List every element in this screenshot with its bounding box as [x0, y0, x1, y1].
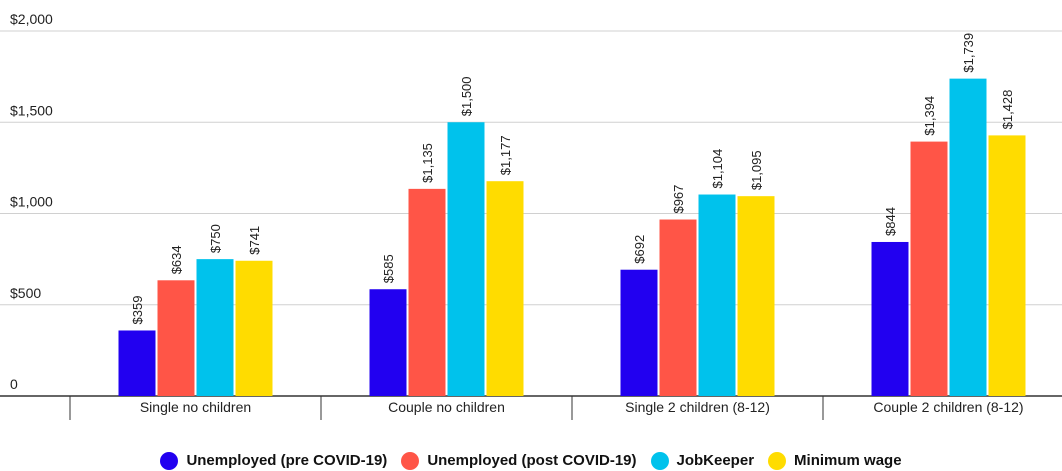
data-label: $741 — [247, 226, 262, 255]
bar — [369, 289, 407, 396]
legend-swatch-minimum-wage — [768, 451, 787, 470]
bar — [949, 78, 987, 396]
legend-label-unemployed-post: Unemployed (post COVID-19) — [427, 452, 637, 469]
data-label: $967 — [671, 185, 686, 214]
legend-item-jobkeeper: JobKeeper — [650, 451, 755, 470]
data-label: $844 — [883, 207, 898, 236]
x-category-label: Couple 2 children (8-12) — [873, 399, 1023, 415]
legend-swatch-unemployed-post — [401, 451, 420, 470]
bar — [698, 194, 736, 396]
y-tick-label: $1,000 — [10, 194, 53, 210]
data-label: $1,500 — [459, 76, 474, 116]
bar — [447, 122, 485, 396]
data-label: $750 — [208, 224, 223, 253]
data-label: $1,739 — [961, 33, 976, 73]
legend-label-minimum-wage: Minimum wage — [794, 452, 902, 469]
data-label: $1,135 — [420, 143, 435, 183]
data-label: $1,104 — [710, 149, 725, 189]
bar — [118, 330, 156, 396]
legend-label-unemployed-pre: Unemployed (pre COVID-19) — [186, 452, 388, 469]
x-category-label: Single no children — [140, 399, 251, 415]
bar — [235, 260, 273, 396]
data-label: $1,177 — [498, 135, 513, 175]
bar — [157, 280, 195, 396]
x-category-label: Single 2 children (8-12) — [625, 399, 770, 415]
legend-swatch-jobkeeper — [650, 451, 669, 470]
bar — [620, 269, 658, 396]
legend-swatch-unemployed-pre — [160, 451, 179, 470]
bar — [988, 135, 1026, 396]
data-label: $1,095 — [749, 150, 764, 190]
bar — [910, 141, 948, 396]
y-tick-label: $2,000 — [10, 11, 53, 27]
bar — [486, 181, 524, 396]
data-label: $359 — [130, 296, 145, 325]
bar — [408, 188, 446, 396]
data-label: $585 — [381, 254, 396, 283]
y-tick-label: $500 — [10, 285, 41, 301]
legend: Unemployed (pre COVID-19) Unemployed (po… — [0, 450, 1062, 471]
bar — [737, 196, 775, 396]
x-category-label: Couple no children — [388, 399, 505, 415]
data-label: $634 — [169, 245, 184, 274]
legend-label-jobkeeper: JobKeeper — [676, 452, 755, 469]
legend-item-unemployed-post: Unemployed (post COVID-19) — [401, 451, 637, 470]
bar — [659, 219, 697, 396]
data-label: $1,428 — [1000, 90, 1015, 130]
data-label: $1,394 — [922, 96, 937, 136]
legend-item-minimum-wage: Minimum wage — [768, 451, 902, 470]
bar — [871, 241, 909, 396]
y-tick-label: $1,500 — [10, 102, 53, 118]
bar-chart: 0 $500 $1,000 $1,500 $2,000 Single no childre… — [0, 11, 1062, 420]
legend-item-unemployed-pre: Unemployed (pre COVID-19) — [160, 451, 388, 470]
data-label: $692 — [632, 235, 647, 264]
y-tick-label: 0 — [10, 376, 18, 392]
bar — [196, 259, 234, 396]
